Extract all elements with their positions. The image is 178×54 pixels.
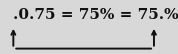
Text: .0.75 = 75% = 75.%: .0.75 = 75% = 75.% <box>13 8 178 22</box>
